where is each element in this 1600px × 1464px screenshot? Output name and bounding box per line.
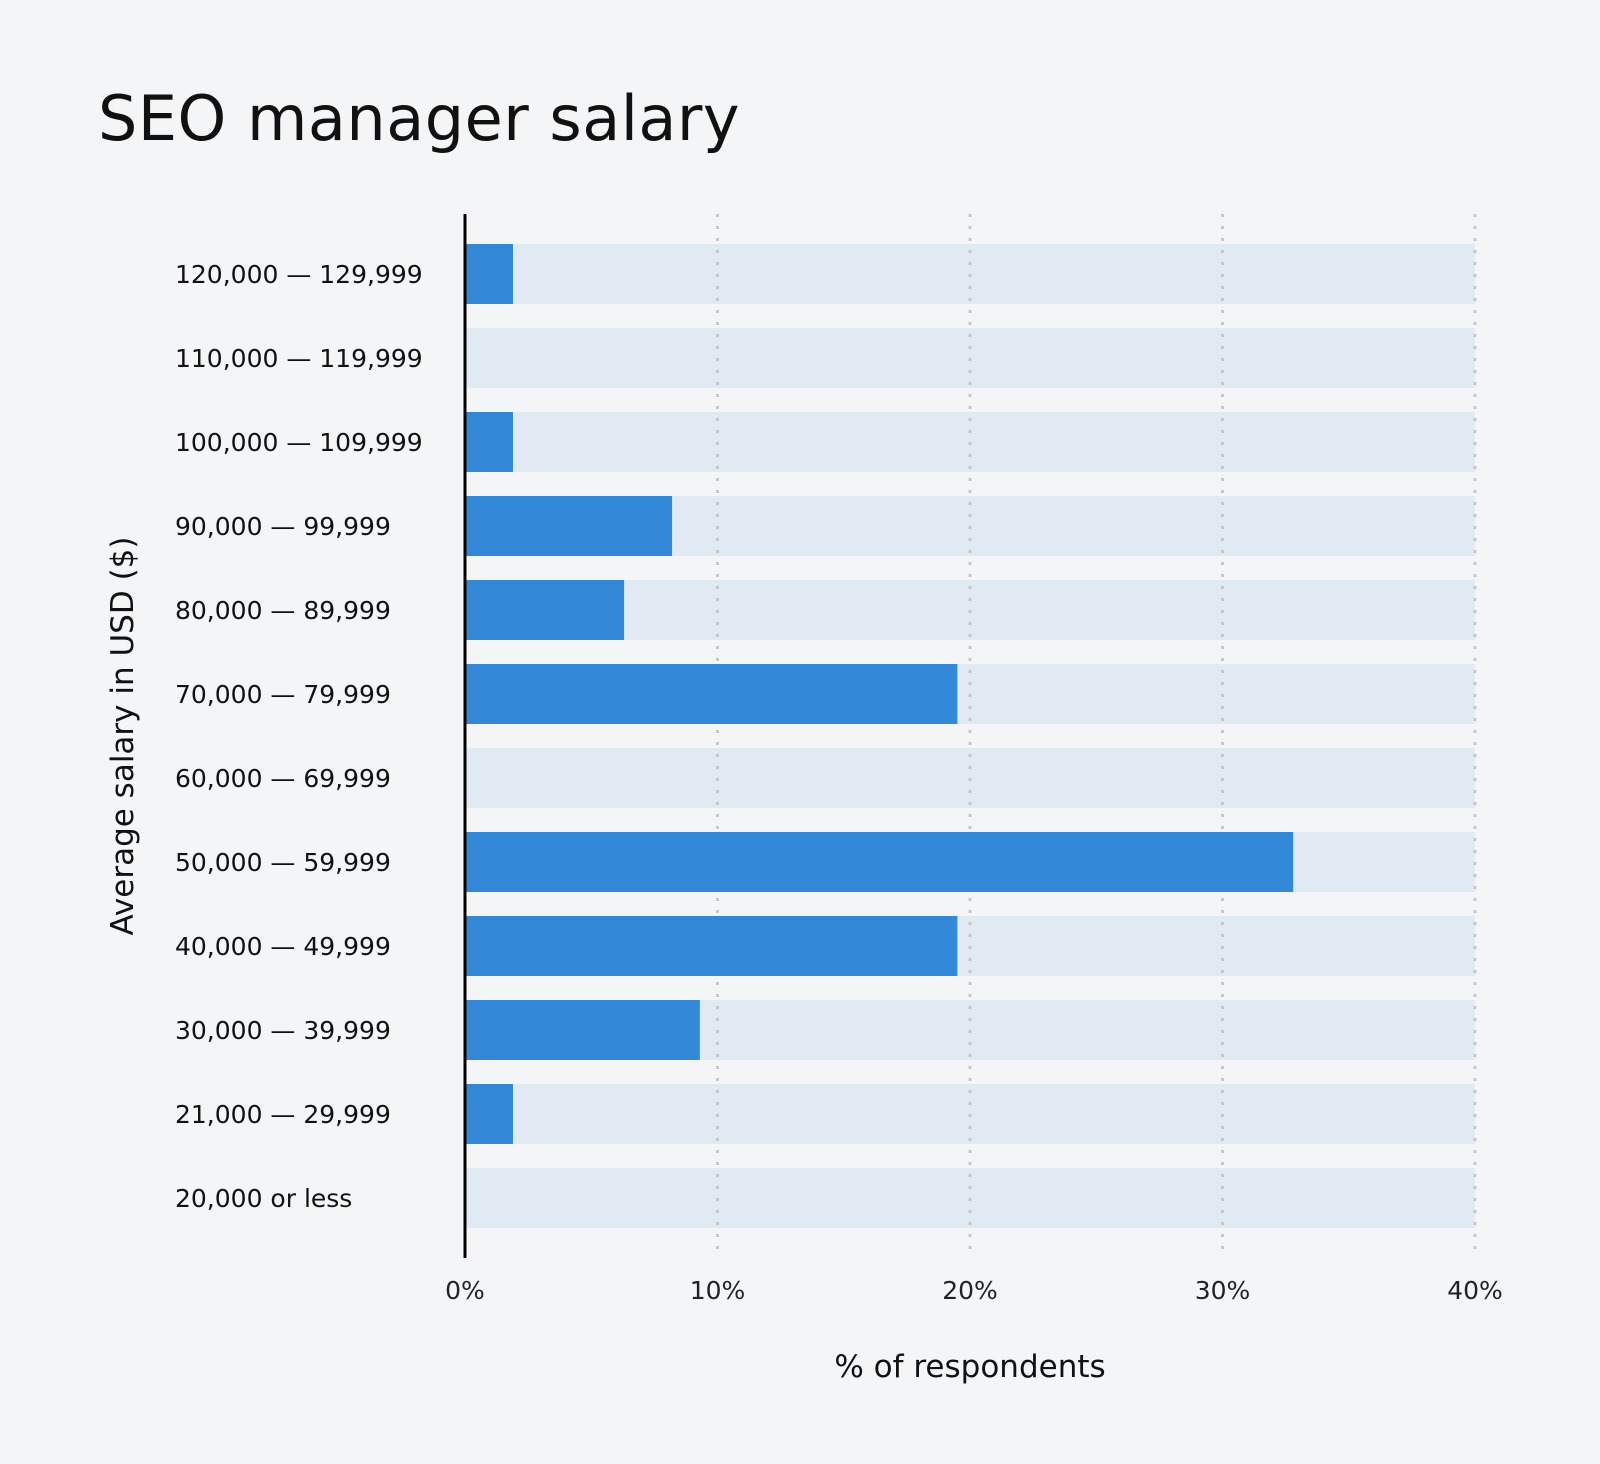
bar — [465, 832, 1294, 892]
category-label: 80,000 — 89,999 — [175, 596, 391, 625]
category-label: 60,000 — 69,999 — [175, 764, 391, 793]
x-tick-label: 0% — [445, 1276, 485, 1305]
category-label: 110,000 — 119,999 — [175, 344, 423, 373]
x-tick-label: 40% — [1447, 1276, 1503, 1305]
x-tick-label: 30% — [1195, 1276, 1251, 1305]
x-tick-label: 10% — [690, 1276, 746, 1305]
bar — [465, 664, 958, 724]
chart-title: SEO manager salary — [98, 82, 741, 155]
bar — [465, 580, 625, 640]
category-label: 100,000 — 109,999 — [175, 428, 423, 457]
bar — [465, 1000, 700, 1060]
y-axis-label: Average salary in USD ($) — [105, 537, 141, 936]
bar — [465, 1084, 513, 1144]
category-label: 120,000 — 129,999 — [175, 260, 423, 289]
category-label: 21,000 — 29,999 — [175, 1100, 391, 1129]
category-label: 50,000 — 59,999 — [175, 848, 391, 877]
category-label: 40,000 — 49,999 — [175, 932, 391, 961]
bar — [465, 496, 673, 556]
category-label: 70,000 — 79,999 — [175, 680, 391, 709]
x-axis-label: % of respondents — [834, 1349, 1105, 1385]
bar — [465, 244, 513, 304]
x-tick-label: 20% — [942, 1276, 998, 1305]
category-label: 30,000 — 39,999 — [175, 1016, 391, 1045]
category-label: 90,000 — 99,999 — [175, 512, 391, 541]
category-label: 20,000 or less — [175, 1184, 352, 1213]
bar — [465, 916, 958, 976]
bar — [465, 412, 513, 472]
